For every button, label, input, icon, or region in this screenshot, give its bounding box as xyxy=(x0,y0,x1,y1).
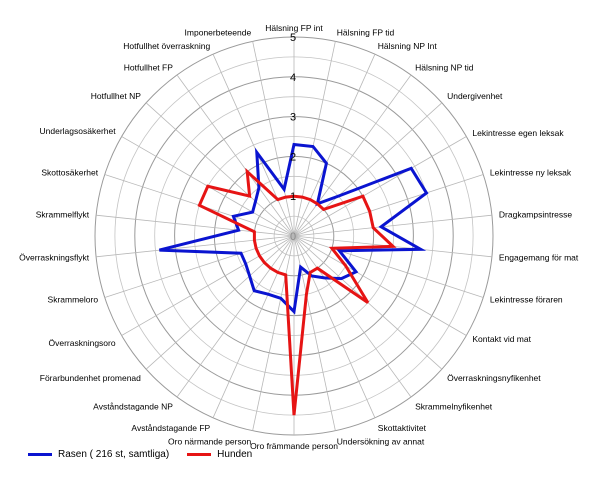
grid-spoke xyxy=(293,174,484,237)
legend-label-rasen: Rasen ( 216 st, samtliga) xyxy=(58,448,170,460)
grid-spoke xyxy=(293,136,467,237)
grid-spoke xyxy=(293,41,336,237)
grid-spoke xyxy=(252,235,295,431)
category-label: Oro närmande person xyxy=(168,437,251,447)
grid-spoke xyxy=(176,74,295,237)
category-label: Underlagsosäkerhet xyxy=(40,126,117,136)
category-label: Lekintresse egen leksak xyxy=(472,128,564,138)
grid-spoke xyxy=(121,235,295,336)
grid-spoke xyxy=(96,235,295,258)
tick-label: 0 xyxy=(290,231,296,243)
category-label: Undersökning av annat xyxy=(337,437,425,447)
grid-spoke xyxy=(176,235,295,398)
tick-label: 2 xyxy=(290,151,296,163)
legend-swatch-hunden xyxy=(187,452,212,456)
category-label: Hotfullhet överraskning xyxy=(123,41,210,51)
grid-spoke xyxy=(293,54,376,237)
tick-label: 1 xyxy=(290,191,296,203)
chart-series xyxy=(159,142,429,416)
grid-spoke xyxy=(293,235,467,336)
category-label: Oro främmande person xyxy=(250,441,338,451)
tick-label: 3 xyxy=(290,112,296,124)
grid-spoke xyxy=(145,235,295,370)
category-label: Hotfullhet NP xyxy=(91,91,141,101)
category-label: Överraskningsnyfikenhet xyxy=(447,373,541,383)
tick-label: 4 xyxy=(290,72,296,84)
category-label: Skottaktivitet xyxy=(378,423,427,433)
category-label: Hälsning FP tid xyxy=(337,28,395,38)
tick-label: 5 xyxy=(290,32,296,44)
chart-legend: Rasen ( 216 st, samtliga) Hunden xyxy=(28,446,270,462)
series-line-rasen xyxy=(159,142,429,315)
grid-spoke xyxy=(104,235,295,298)
grid-spoke xyxy=(145,102,295,237)
legend-item-rasen: Rasen ( 216 st, samtliga) xyxy=(28,449,169,460)
category-label: Lekintresse ny leksak xyxy=(490,167,572,177)
category-label: Förarbundenhet promenad xyxy=(40,373,141,383)
category-label: Hälsning FP int xyxy=(265,23,323,33)
category-label: Överraskningsflykt xyxy=(19,253,90,263)
legend-item-hunden: Hunden xyxy=(187,449,252,460)
category-label: Skrammelflykt xyxy=(36,210,90,220)
category-label: Hotfullhet FP xyxy=(124,62,173,72)
category-label: Hälsning NP tid xyxy=(415,62,474,72)
category-label: Överraskningsoro xyxy=(49,338,116,348)
category-labels: Hälsning FP int Hälsning FP tid Hälsning N… xyxy=(19,23,579,451)
category-label: Imponerbeteende xyxy=(185,28,252,38)
category-label: Avståndstagande FP xyxy=(131,423,210,433)
series-line-hunden xyxy=(197,167,397,416)
legend-swatch-rasen xyxy=(28,452,52,456)
category-label: Engagemang för mat xyxy=(499,253,579,263)
category-label: Avståndstagande NP xyxy=(93,402,173,412)
legend-label-hunden: Hunden xyxy=(217,448,253,460)
grid-spoke xyxy=(96,214,295,237)
grid-spoke xyxy=(293,235,412,398)
category-label: Lekintresse föraren xyxy=(490,295,563,305)
category-label: Skrammeloro xyxy=(48,295,99,305)
grid-spoke xyxy=(293,235,484,298)
category-label: Undergivenhet xyxy=(447,91,503,101)
radial-tick-labels: 0 1 2 3 4 5 xyxy=(290,32,296,243)
grid-spoke xyxy=(293,214,492,237)
category-label: Dragkampsintresse xyxy=(499,210,572,220)
grid-spoke xyxy=(293,74,412,237)
grid-spoke xyxy=(293,235,376,418)
grid-spoke xyxy=(212,235,295,418)
grid-spoke xyxy=(212,54,295,237)
grid-spoke xyxy=(293,102,443,237)
category-label: Kontakt vid mat xyxy=(472,334,531,344)
category-label: Hälsning NP Int xyxy=(378,41,438,51)
grid-spoke xyxy=(252,41,295,237)
category-label: Skottosäkerhet xyxy=(41,167,98,177)
category-label: Skrammelnyfikenhet xyxy=(415,402,493,412)
